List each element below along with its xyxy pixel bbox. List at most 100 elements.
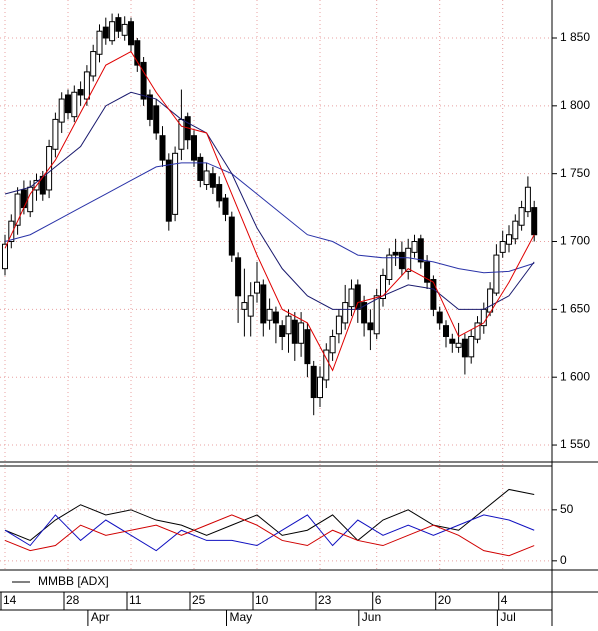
candle-body <box>506 234 512 245</box>
candle-body <box>304 329 311 365</box>
candle-body <box>254 281 260 294</box>
candle-body <box>102 26 109 39</box>
y-tick-label: 1 550 <box>560 437 590 451</box>
candle-body <box>323 349 330 381</box>
y-tick-label: 1 850 <box>560 30 590 44</box>
candle-body <box>235 257 242 297</box>
candle-body <box>524 186 531 213</box>
candle-body <box>2 243 8 270</box>
candle-body <box>405 247 412 272</box>
candle-body <box>65 94 71 114</box>
candle-body <box>430 279 437 310</box>
candle-body <box>71 91 78 118</box>
y-tick-label: 1 650 <box>560 302 590 316</box>
candle-body <box>335 315 342 335</box>
candle-body <box>474 322 481 340</box>
candle-body <box>329 335 336 354</box>
y-tick-label: 1 800 <box>560 98 590 112</box>
candle-body <box>209 173 216 188</box>
x-tick-label: 4 <box>501 593 508 607</box>
candle-body <box>518 207 525 226</box>
x-tick-label: 14 <box>3 593 17 607</box>
candle-body <box>159 135 166 161</box>
candle-body <box>512 220 519 240</box>
candle-body <box>222 197 229 215</box>
candle-body <box>128 21 134 46</box>
candle-body <box>140 61 147 100</box>
candle-body <box>499 241 506 253</box>
month-label: Jul <box>500 610 515 624</box>
candle-body <box>197 156 204 181</box>
candle-body <box>373 295 380 335</box>
x-tick-label: 11 <box>129 593 142 607</box>
candle-body <box>153 105 160 134</box>
candle-body <box>493 254 500 294</box>
candle-body <box>272 311 279 324</box>
candle-body <box>398 251 405 270</box>
candle-body <box>392 251 399 256</box>
candle-body <box>424 261 431 283</box>
y-tick-label: 1 600 <box>560 369 590 383</box>
candle-body <box>260 284 267 324</box>
candle-body <box>291 319 298 344</box>
x-tick-label: 20 <box>438 593 452 607</box>
candle-body <box>436 311 443 324</box>
candle-body <box>361 302 368 324</box>
candle-body <box>348 288 355 308</box>
month-label: Apr <box>91 610 110 624</box>
candle-body <box>455 342 462 348</box>
candle-body <box>449 338 456 344</box>
candle-body <box>216 184 223 202</box>
x-tick-label: 6 <box>375 593 382 607</box>
line-series <box>4 514 535 557</box>
candle-body <box>443 325 449 337</box>
candle-body <box>90 51 97 77</box>
candle-body <box>165 159 172 222</box>
candle-body <box>285 315 292 335</box>
y-tick-label: 50 <box>560 502 574 516</box>
candle-body <box>121 23 128 36</box>
candle-body <box>52 118 59 150</box>
x-tick-label: 10 <box>255 593 269 607</box>
x-tick-label: 28 <box>66 593 80 607</box>
candle-body <box>380 274 386 300</box>
candle-body <box>279 325 286 337</box>
candle-body <box>354 284 361 310</box>
candle-body <box>468 335 475 358</box>
candle-body <box>487 288 494 313</box>
line-series <box>4 50 535 372</box>
candle-body <box>531 207 538 236</box>
legend-label: MMBB [ADX] <box>38 574 109 588</box>
candle-body <box>8 220 15 243</box>
candle-body <box>367 322 374 331</box>
candle-body <box>310 365 317 399</box>
candle-body <box>241 302 248 310</box>
candle-body <box>228 216 235 256</box>
candle-body <box>14 193 21 226</box>
candle-body <box>266 308 273 321</box>
y-tick-label: 0 <box>560 553 567 567</box>
line-series <box>4 91 535 310</box>
candle-body <box>461 338 468 358</box>
candle-body <box>134 40 141 66</box>
candle-body <box>411 241 418 253</box>
candle-body <box>317 376 323 399</box>
candle-body <box>58 98 65 123</box>
candle-body <box>77 89 84 96</box>
candle-body <box>247 295 254 317</box>
candle-body <box>115 17 122 32</box>
y-tick-label: 1 700 <box>560 234 590 248</box>
x-tick-label: 23 <box>318 593 332 607</box>
month-label: May <box>230 610 253 624</box>
candle-body <box>191 135 197 161</box>
candle-body <box>146 94 153 120</box>
candle-body <box>172 152 179 215</box>
x-tick-label: 25 <box>192 593 206 607</box>
candle-body <box>83 71 90 100</box>
candle-body <box>298 322 305 344</box>
candle-body <box>417 238 424 263</box>
month-label: Jun <box>362 610 381 624</box>
candle-body <box>203 170 210 186</box>
